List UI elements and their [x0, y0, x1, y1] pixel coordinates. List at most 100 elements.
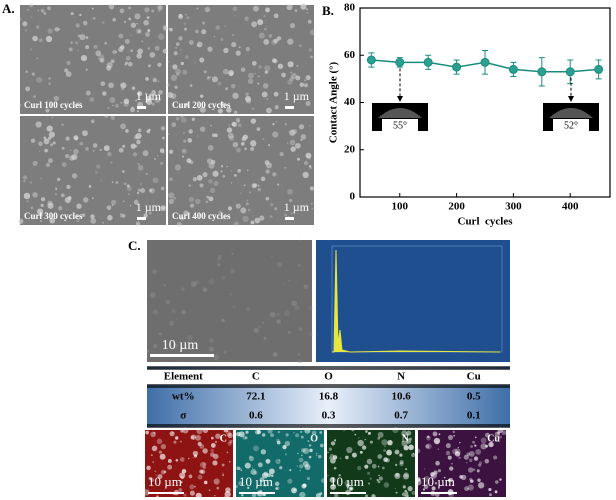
- table-cell: 16.8: [319, 391, 339, 403]
- texture: [215, 433, 221, 439]
- texture: [85, 36, 89, 39]
- x-tick-label: 300: [505, 201, 522, 213]
- texture: [132, 152, 138, 157]
- texture: [451, 462, 453, 465]
- texture: [183, 139, 187, 143]
- texture: [227, 432, 233, 439]
- texture: [273, 91, 279, 97]
- texture: [179, 457, 185, 462]
- texture: [217, 254, 222, 259]
- texture: [180, 49, 182, 51]
- texture: [135, 133, 142, 140]
- texture: [155, 474, 158, 477]
- x-tick-label: 200: [448, 201, 465, 213]
- texture: [180, 476, 184, 480]
- texture: [68, 47, 73, 52]
- texture: [274, 481, 280, 487]
- micrograph: [236, 430, 324, 497]
- texture: [56, 177, 61, 182]
- texture: [289, 198, 293, 203]
- texture: [339, 457, 342, 460]
- texture: [222, 474, 225, 477]
- texture: [258, 75, 260, 78]
- texture: [265, 169, 270, 174]
- texture: [226, 165, 228, 168]
- plot-frame: [359, 7, 611, 198]
- texture: [277, 430, 281, 434]
- texture: [250, 220, 255, 225]
- texture: [329, 476, 336, 483]
- texture: [437, 469, 441, 473]
- texture: [36, 57, 38, 59]
- texture: [115, 50, 118, 53]
- texture: [173, 51, 178, 56]
- texture: [169, 431, 175, 437]
- texture: [290, 212, 293, 215]
- texture: [200, 469, 206, 475]
- scale-bar: [330, 492, 366, 494]
- texture: [222, 174, 226, 178]
- texture: [304, 464, 311, 470]
- texture: [253, 445, 259, 452]
- texture: [23, 192, 31, 200]
- texture: [289, 469, 292, 472]
- texture: [401, 430, 408, 437]
- texture: [176, 318, 178, 320]
- scale-bar: [285, 217, 294, 220]
- texture: [206, 158, 213, 164]
- texture: [349, 487, 353, 490]
- texture: [77, 34, 81, 38]
- texture: [41, 197, 46, 202]
- texture: [35, 121, 42, 128]
- texture: [45, 108, 50, 113]
- texture: [160, 126, 166, 131]
- texture: [471, 453, 473, 455]
- texture: [158, 10, 161, 12]
- texture: [70, 12, 74, 16]
- texture: [328, 447, 333, 451]
- texture: [463, 454, 469, 460]
- texture: [304, 79, 306, 82]
- texture: [415, 448, 421, 454]
- texture: [30, 15, 33, 18]
- micrograph: [20, 5, 166, 114]
- texture: [179, 216, 185, 221]
- texture: [79, 34, 86, 41]
- texture: [290, 71, 292, 74]
- texture: [43, 12, 47, 15]
- texture: [157, 62, 162, 67]
- texture: [158, 89, 163, 95]
- y-axis-label: Contact Angle (°): [328, 61, 340, 143]
- texture: [497, 427, 504, 433]
- texture: [426, 482, 429, 485]
- texture: [202, 448, 208, 454]
- texture: [369, 477, 372, 480]
- texture: [193, 485, 196, 488]
- texture: [394, 487, 396, 490]
- texture: [181, 148, 187, 154]
- texture: [392, 427, 399, 434]
- texture: [272, 172, 277, 177]
- texture: [154, 470, 157, 473]
- texture: [300, 454, 303, 457]
- texture: [147, 47, 151, 50]
- texture: [254, 217, 261, 224]
- texture: [211, 76, 218, 83]
- texture: [309, 186, 315, 191]
- texture: [135, 99, 137, 102]
- texture: [485, 444, 489, 448]
- texture: [93, 17, 96, 20]
- texture: [99, 57, 105, 63]
- texture: [121, 87, 125, 91]
- texture: [190, 161, 194, 165]
- texture: [51, 116, 54, 119]
- texture: [409, 437, 412, 441]
- texture: [123, 98, 130, 105]
- texture: [157, 474, 163, 480]
- scale-bar: [137, 217, 146, 220]
- texture: [254, 429, 260, 435]
- texture: [124, 63, 127, 66]
- texture: [447, 434, 454, 441]
- texture: [104, 41, 108, 45]
- texture: [145, 77, 149, 81]
